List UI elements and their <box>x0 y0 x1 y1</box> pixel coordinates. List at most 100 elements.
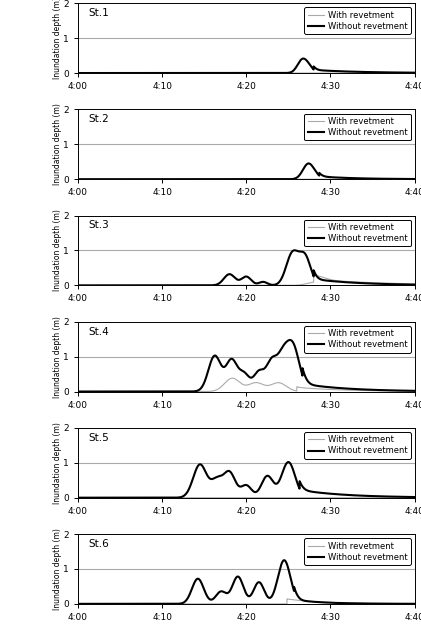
Without revetment <box>75 69 80 77</box>
Without revetment <box>219 277 224 284</box>
Without revetment <box>288 336 293 344</box>
Without revetment <box>385 493 390 500</box>
With revetment <box>412 69 417 77</box>
Legend: With revetment, Without revetment: With revetment, Without revetment <box>304 8 410 34</box>
Text: St.6: St.6 <box>88 539 109 549</box>
With revetment <box>402 494 407 502</box>
With revetment <box>402 280 407 288</box>
With revetment <box>230 374 235 382</box>
Without revetment <box>219 175 224 183</box>
Text: St.2: St.2 <box>88 114 109 124</box>
Without revetment <box>292 247 297 254</box>
With revetment <box>402 600 407 608</box>
Without revetment <box>217 175 222 183</box>
With revetment <box>385 69 390 77</box>
Legend: With revetment, Without revetment: With revetment, Without revetment <box>304 538 410 565</box>
Without revetment <box>306 160 311 167</box>
With revetment <box>217 69 222 77</box>
Without revetment <box>75 494 80 502</box>
With revetment <box>217 600 222 608</box>
Without revetment <box>235 175 240 183</box>
Without revetment <box>219 69 224 77</box>
Without revetment <box>320 66 325 74</box>
Without revetment <box>75 388 80 396</box>
Legend: With revetment, Without revetment: With revetment, Without revetment <box>304 326 410 353</box>
With revetment <box>75 600 80 608</box>
With revetment <box>75 388 80 396</box>
Without revetment <box>235 276 240 284</box>
Y-axis label: Inundation depth (m): Inundation depth (m) <box>53 316 62 397</box>
With revetment <box>412 175 417 183</box>
Line: Without revetment: Without revetment <box>78 59 415 73</box>
Without revetment <box>320 489 325 497</box>
With revetment <box>217 494 222 502</box>
Without revetment <box>235 481 240 489</box>
Without revetment <box>385 175 390 183</box>
Without revetment <box>385 387 390 394</box>
Without revetment <box>402 600 407 608</box>
With revetment <box>285 595 290 603</box>
With revetment <box>320 175 325 183</box>
With revetment <box>235 377 240 385</box>
Without revetment <box>235 363 240 371</box>
With revetment <box>412 494 417 502</box>
Without revetment <box>412 281 417 288</box>
With revetment <box>219 494 224 502</box>
With revetment <box>75 282 80 289</box>
Legend: With revetment, Without revetment: With revetment, Without revetment <box>304 220 410 247</box>
With revetment <box>235 600 240 608</box>
Without revetment <box>402 281 407 288</box>
With revetment <box>412 387 417 395</box>
Y-axis label: Inundation depth (m): Inundation depth (m) <box>53 528 62 610</box>
Line: Without revetment: Without revetment <box>78 164 415 179</box>
Without revetment <box>282 557 287 564</box>
With revetment <box>320 598 325 606</box>
Without revetment <box>402 493 407 501</box>
Without revetment <box>217 589 222 596</box>
Without revetment <box>75 600 80 608</box>
Without revetment <box>75 175 80 183</box>
With revetment <box>75 175 80 183</box>
Without revetment <box>286 458 291 466</box>
Without revetment <box>75 282 80 289</box>
With revetment <box>75 69 80 77</box>
With revetment <box>402 387 407 395</box>
Without revetment <box>320 172 325 180</box>
Text: St.3: St.3 <box>88 220 109 231</box>
Without revetment <box>320 383 325 390</box>
With revetment <box>235 175 240 183</box>
With revetment <box>402 69 407 77</box>
Line: Without revetment: Without revetment <box>78 340 415 392</box>
Without revetment <box>412 387 417 395</box>
Legend: With revetment, Without revetment: With revetment, Without revetment <box>304 432 410 459</box>
Without revetment <box>412 175 417 183</box>
With revetment <box>320 69 325 77</box>
Text: St.4: St.4 <box>88 327 109 337</box>
Without revetment <box>320 276 325 284</box>
Without revetment <box>412 493 417 501</box>
With revetment <box>412 280 417 288</box>
Y-axis label: Inundation depth (m): Inundation depth (m) <box>53 422 62 504</box>
With revetment <box>235 494 240 502</box>
With revetment <box>219 282 224 289</box>
Line: Without revetment: Without revetment <box>78 462 415 498</box>
Line: Without revetment: Without revetment <box>78 560 415 604</box>
With revetment <box>219 600 224 608</box>
Without revetment <box>385 600 390 608</box>
With revetment <box>402 175 407 183</box>
With revetment <box>320 494 325 502</box>
With revetment <box>75 494 80 502</box>
With revetment <box>385 494 390 502</box>
Without revetment <box>301 55 306 63</box>
Text: St.5: St.5 <box>88 433 109 443</box>
Line: With revetment: With revetment <box>78 599 415 604</box>
With revetment <box>320 273 325 281</box>
With revetment <box>217 282 222 289</box>
Without revetment <box>320 599 325 606</box>
With revetment <box>312 272 317 280</box>
With revetment <box>235 282 240 289</box>
Without revetment <box>412 600 417 608</box>
Y-axis label: Inundation depth (m): Inundation depth (m) <box>53 104 62 185</box>
Without revetment <box>219 472 224 479</box>
Without revetment <box>412 69 417 77</box>
